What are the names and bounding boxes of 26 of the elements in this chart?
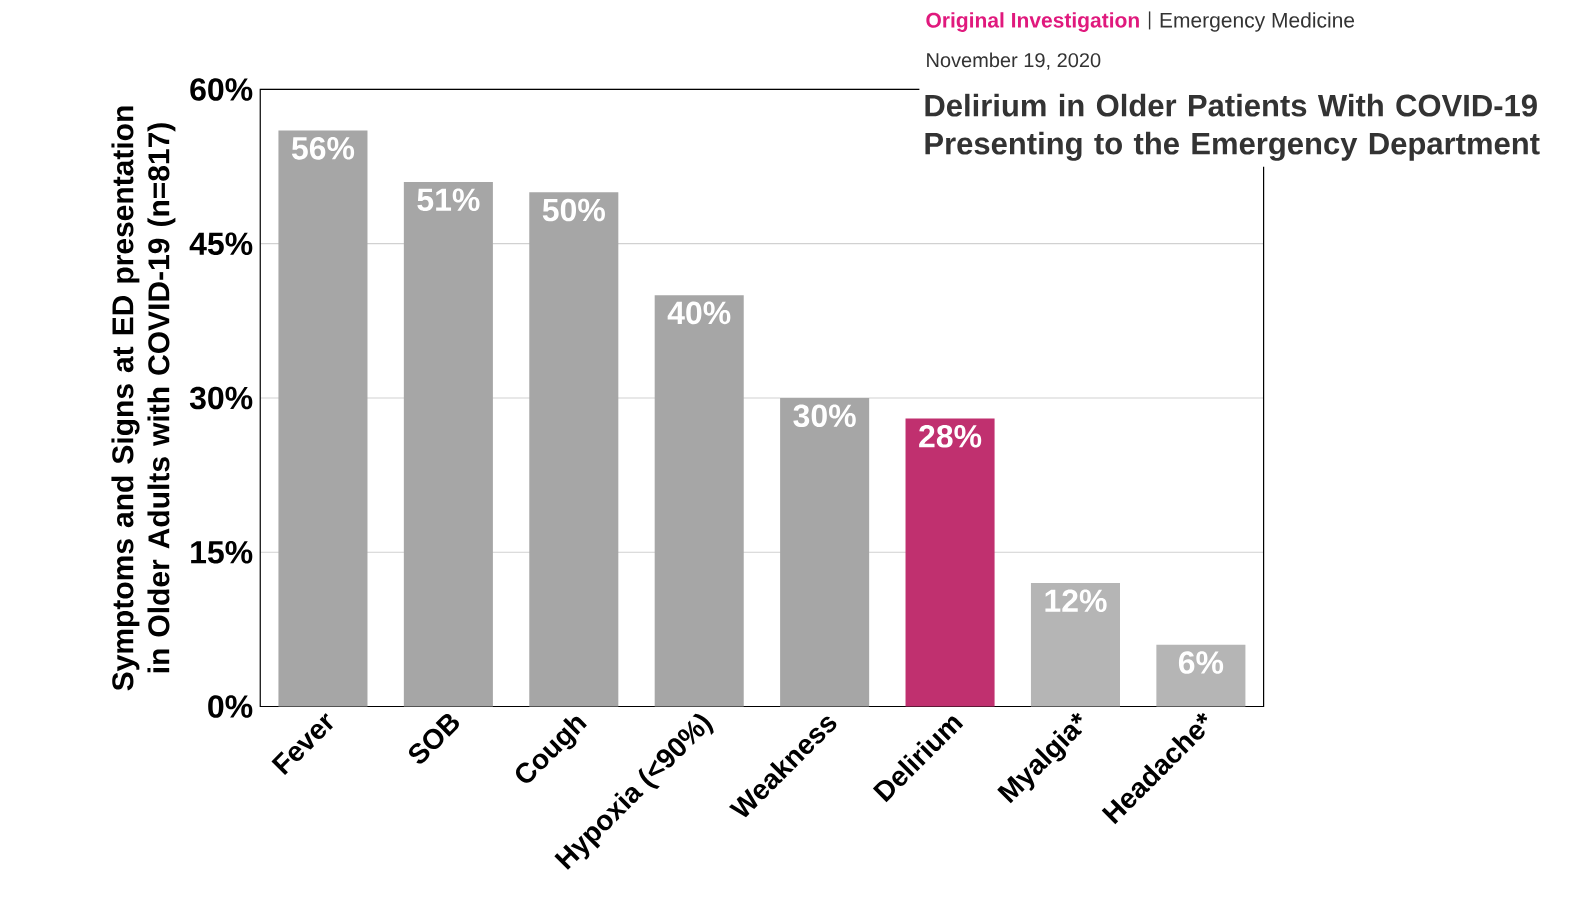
bar bbox=[1156, 644, 1246, 707]
bar bbox=[278, 130, 368, 707]
bar bbox=[403, 182, 493, 707]
data-label: 30% bbox=[793, 404, 856, 428]
bar bbox=[1030, 583, 1120, 707]
bar bbox=[529, 192, 619, 707]
data-label: 50% bbox=[542, 198, 605, 222]
y-tick-label: 45% bbox=[189, 232, 253, 256]
data-label: 40% bbox=[667, 301, 731, 325]
data-label: 28% bbox=[919, 425, 982, 448]
data-label: 56% bbox=[291, 137, 355, 160]
text: Original Investigation bbox=[926, 12, 1139, 32]
data-label: 51% bbox=[417, 188, 480, 212]
text: Delirium in Older Patients With COVID-19 Presenting to the Emergency Department bbox=[925, 93, 1540, 161]
bar bbox=[905, 418, 995, 707]
y-tick-label: 60% bbox=[190, 78, 253, 101]
bar bbox=[654, 295, 744, 707]
text: Emergency Medicine bbox=[1160, 12, 1355, 32]
y-tick-label: 0% bbox=[208, 695, 253, 718]
y-axis-title: Symptoms and Signs at ED presentation in Older Adults with COVID-19 (n=817) bbox=[111, 106, 176, 691]
text: November 19, 2020 bbox=[927, 52, 1101, 70]
bar bbox=[780, 398, 870, 707]
y-tick-label: 15% bbox=[191, 541, 253, 564]
data-label: 6% bbox=[1178, 651, 1224, 674]
y-tick-label: 30% bbox=[189, 386, 253, 410]
data-label: 12% bbox=[1045, 589, 1107, 613]
